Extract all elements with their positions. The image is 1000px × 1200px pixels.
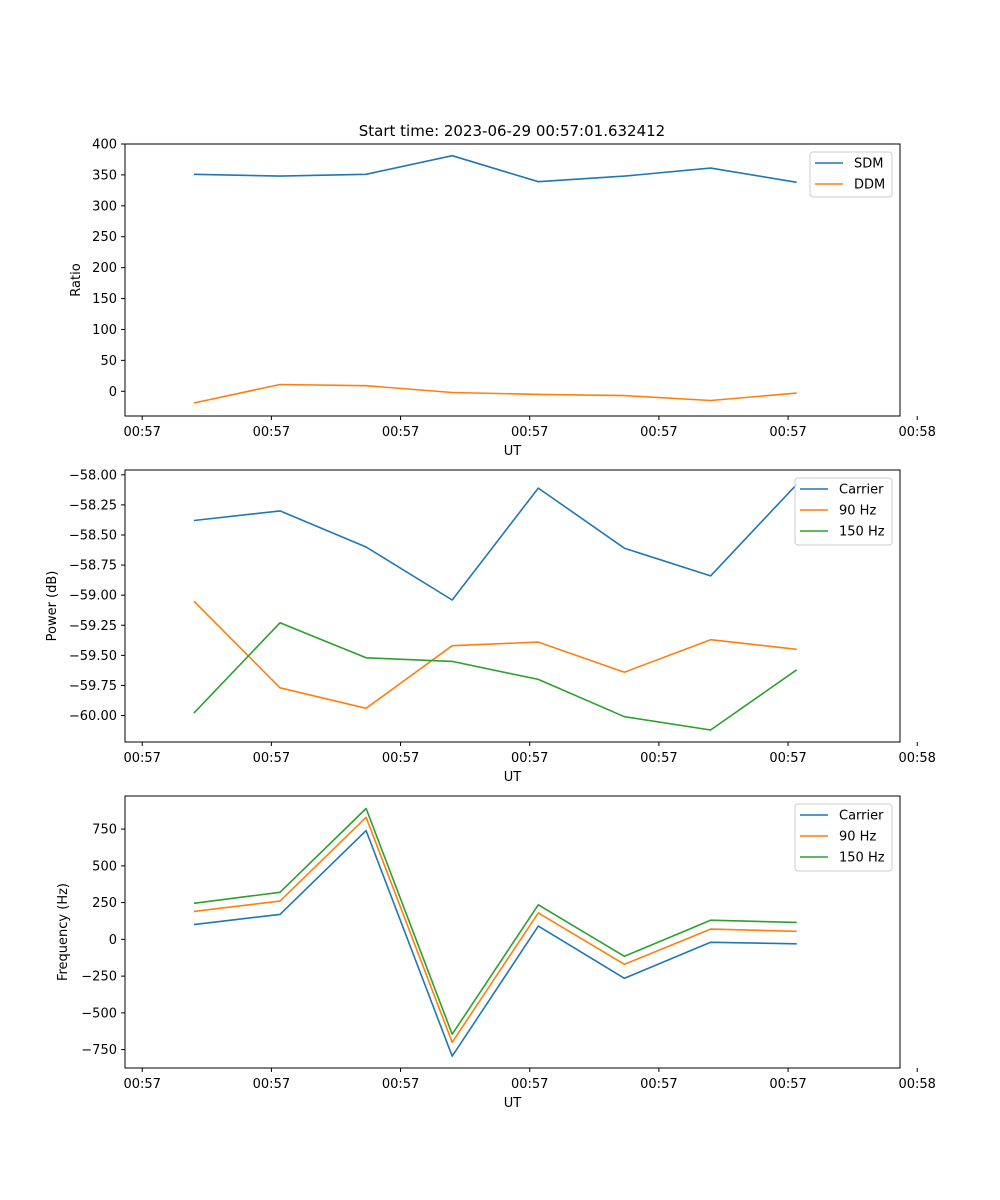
y-tick-label: 400	[92, 138, 117, 153]
x-tick-label: 00:57	[640, 751, 677, 766]
legend-box	[794, 803, 893, 872]
x-tick-label: 00:57	[511, 751, 548, 766]
x-tick-label: 00:57	[382, 1077, 419, 1092]
legend: SDM DDM	[809, 151, 893, 198]
legend-label: 90 Hz	[839, 830, 876, 845]
x-tick-label: 00:57	[769, 425, 806, 440]
y-tick-label: 150	[92, 292, 117, 307]
series-line-90-hz	[193, 600, 797, 710]
x-tick-label: 00:57	[640, 425, 677, 440]
legend: Carrier 90 Hz 150 Hz	[794, 477, 893, 546]
legend-label: 90 Hz	[839, 504, 876, 519]
axes-frame	[124, 469, 901, 743]
legend-label: 150 Hz	[839, 851, 885, 866]
y-tick-label: −58.25	[69, 498, 117, 513]
y-tick-label: −59.50	[69, 649, 117, 664]
y-axis-label: Power (dB)	[45, 571, 60, 642]
axes-frame	[124, 143, 901, 417]
y-tick-label: 250	[92, 230, 117, 245]
panels: 00:57 00:57 00:57 00:57 00:57 00:57 00:58 0 50 10…	[45, 138, 936, 1112]
x-axis-label: UT	[504, 444, 522, 459]
y-tick-label: −59.00	[69, 589, 117, 604]
x-tick-label: 00:57	[253, 751, 290, 766]
x-tick-label: 00:57	[123, 1077, 160, 1092]
y-tick-label: 750	[92, 823, 117, 838]
series-line-150-hz	[193, 807, 797, 1035]
x-tick-label: 00:57	[382, 425, 419, 440]
chart-panel-1: 00:57 00:57 00:57 00:57 00:57 00:57 00:58 0 50 10…	[69, 138, 936, 460]
x-tick-label: 00:57	[382, 751, 419, 766]
x-tick-label: 00:58	[898, 1077, 935, 1092]
x-tick-label: 00:57	[511, 1077, 548, 1092]
y-tick-label: −58.50	[69, 528, 117, 543]
x-tick-label: 00:57	[123, 751, 160, 766]
x-tick-label: 00:57	[253, 1077, 290, 1092]
y-axis-label: Frequency (Hz)	[56, 883, 71, 981]
y-tick-label: −58.75	[69, 559, 117, 574]
y-axis-label: Ratio	[69, 263, 84, 296]
x-tick-label: 00:57	[253, 425, 290, 440]
x-tick-label: 00:57	[769, 751, 806, 766]
y-tick-label: −58.00	[69, 468, 117, 483]
x-tick-label: 00:58	[898, 751, 935, 766]
legend-box	[794, 477, 893, 546]
series-line-sdm	[193, 154, 797, 184]
chart-panel-2: 00:57 00:57 00:57 00:57 00:57 00:57 00:58 −60.0…	[45, 468, 936, 785]
legend-label: DDM	[854, 178, 885, 193]
series-line-ddm	[193, 383, 797, 404]
legend-label: Carrier	[839, 809, 884, 824]
y-tick-label: 500	[92, 859, 117, 874]
x-tick-label: 00:57	[769, 1077, 806, 1092]
series-line-150-hz	[193, 621, 798, 731]
x-axis-label: UT	[504, 1096, 522, 1111]
y-tick-label: 0	[109, 933, 117, 948]
y-tick-label: 200	[92, 261, 117, 276]
x-axis-label: UT	[504, 770, 522, 785]
y-tick-label: 50	[100, 354, 117, 369]
x-tick-label: 00:57	[511, 425, 548, 440]
legend-label: Carrier	[839, 483, 884, 498]
chart-panel-3: 00:57 00:57 00:57 00:57 00:57 00:57 00:58 −750 −…	[56, 795, 936, 1111]
y-tick-label: 350	[92, 168, 117, 183]
series-line-carrier	[193, 483, 798, 601]
y-tick-label: 300	[92, 199, 117, 214]
x-tick-label: 00:58	[898, 425, 935, 440]
x-tick-label: 00:57	[123, 425, 160, 440]
y-tick-label: 0	[109, 385, 117, 400]
y-tick-label: 250	[92, 896, 117, 911]
series-line-90-hz	[193, 816, 797, 1044]
legend: Carrier 90 Hz 150 Hz	[794, 803, 893, 872]
x-tick-label: 00:57	[640, 1077, 677, 1092]
legend-label: SDM	[854, 157, 883, 172]
y-tick-label: −59.75	[69, 679, 117, 694]
axes-frame	[124, 795, 901, 1069]
y-tick-label: 100	[92, 323, 117, 338]
y-tick-label: −60.00	[69, 709, 117, 724]
y-tick-label: −500	[81, 1006, 117, 1021]
series-line-carrier	[193, 829, 797, 1057]
y-tick-label: −750	[81, 1043, 117, 1058]
y-tick-label: −250	[81, 970, 117, 985]
y-tick-label: −59.25	[69, 619, 117, 634]
figure-title: Start time: 2023-06-29 00:57:01.632412	[359, 122, 665, 140]
legend-label: 150 Hz	[839, 525, 885, 540]
